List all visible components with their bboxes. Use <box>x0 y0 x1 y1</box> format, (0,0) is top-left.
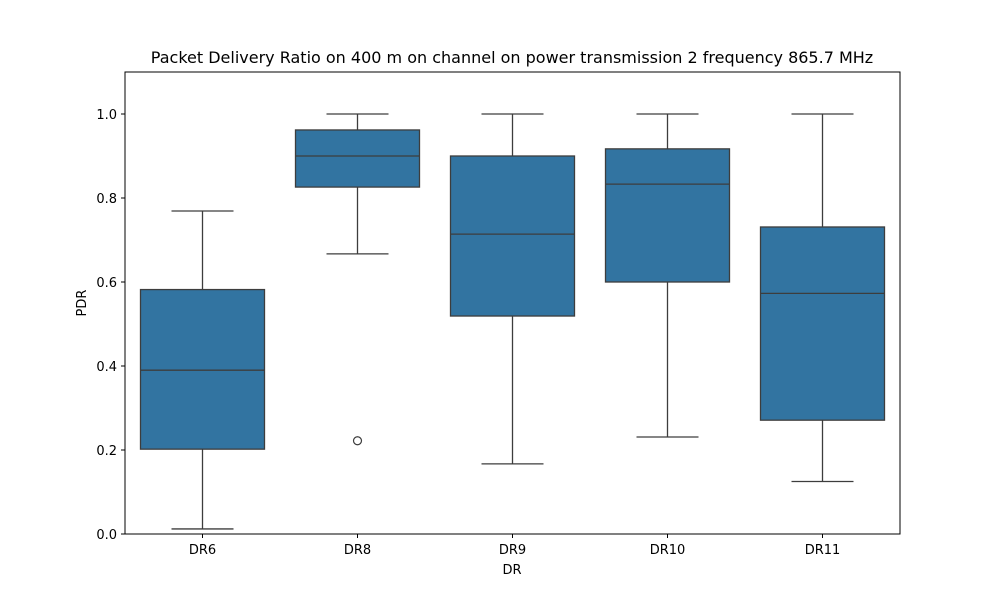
x-tick-label: DR11 <box>805 543 841 558</box>
box-iqr <box>604 148 731 283</box>
y-tick-label: 0.0 <box>96 528 117 543</box>
box-iqr <box>294 129 421 188</box>
box-dr9 <box>449 113 576 465</box>
y-axis-label: PDR <box>75 290 90 317</box>
y-axis: 0.0 0.2 0.4 0.6 0.8 1.0 <box>96 108 125 543</box>
y-tick-label: 0.4 <box>96 360 117 375</box>
box-dr11 <box>759 113 886 483</box>
outlier-point <box>352 436 363 446</box>
x-tick-label: DR8 <box>344 543 371 558</box>
y-tick-label: 0.2 <box>96 444 117 459</box>
box-dr8 <box>294 113 421 446</box>
box-iqr <box>449 155 576 317</box>
y-tick-label: 0.6 <box>96 276 117 291</box>
x-tick-label: DR6 <box>189 543 216 558</box>
y-tick-label: 0.8 <box>96 192 117 207</box>
chart-title: Packet Delivery Ratio on 400 m on channe… <box>151 48 873 67</box>
box-iqr <box>139 288 266 450</box>
y-tick-label: 1.0 <box>96 108 117 123</box>
plot-area <box>139 113 886 530</box>
x-tick-label: DR9 <box>499 543 526 558</box>
x-axis-label: DR <box>502 563 521 578</box>
box-dr10 <box>604 113 731 438</box>
box-iqr <box>759 226 886 421</box>
x-axis: DR6 DR8 DR9 DR10 DR11 <box>189 534 840 558</box>
x-tick-label: DR10 <box>650 543 686 558</box>
box-dr6 <box>139 210 266 530</box>
